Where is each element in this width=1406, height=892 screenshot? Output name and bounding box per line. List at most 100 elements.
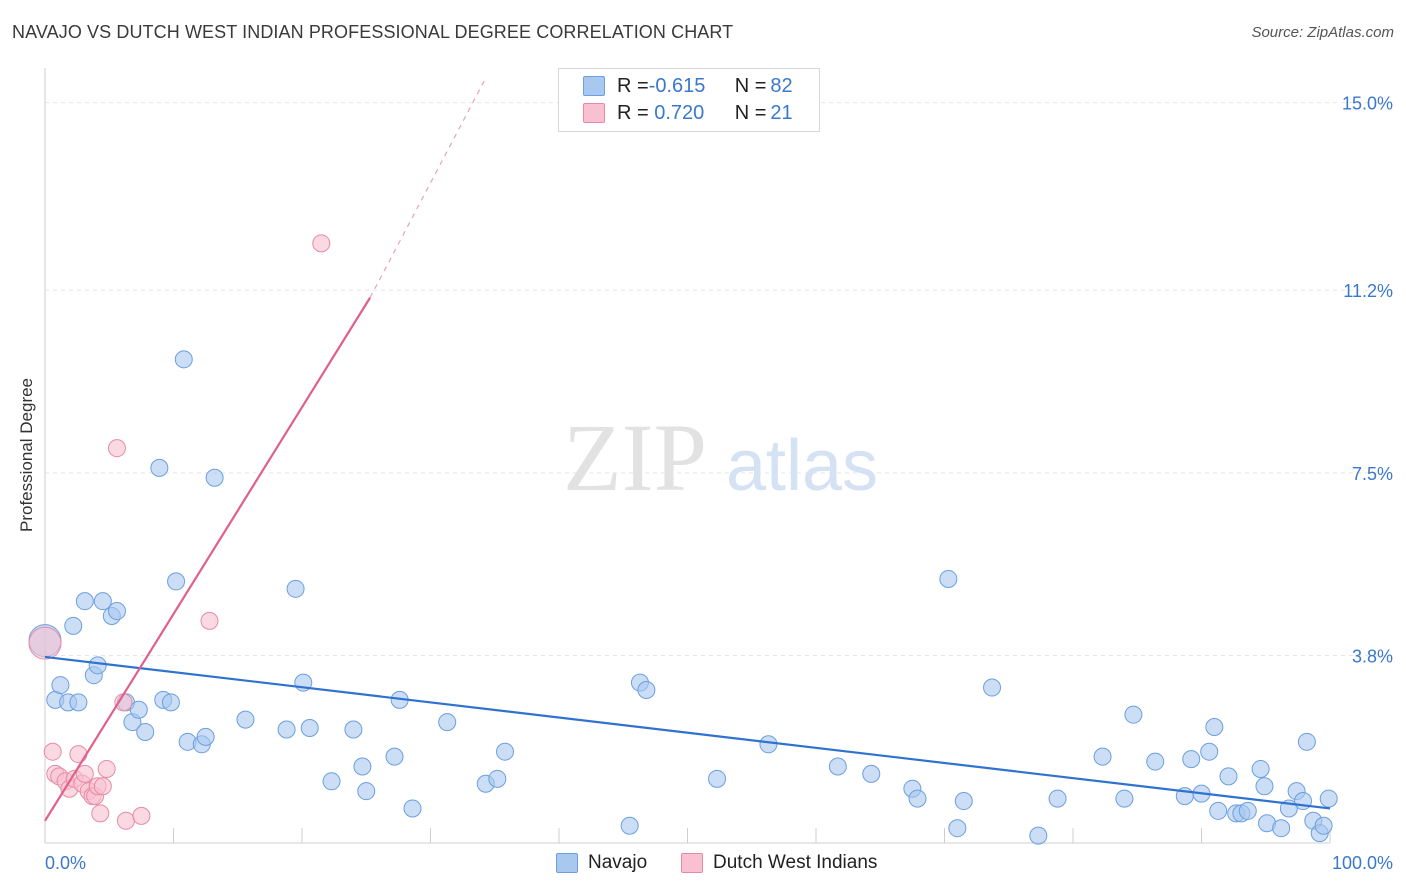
legend-n-value: 82 xyxy=(770,74,793,97)
y-tick-label: 3.8% xyxy=(1352,646,1393,666)
legend: R = -0.615 N = 82 R = 0.720 N = 21 xyxy=(558,68,820,132)
navajo-point xyxy=(107,602,126,621)
navajo-point xyxy=(129,700,148,719)
y-tick-label: 11.2% xyxy=(1343,281,1393,301)
navajo-point xyxy=(1319,789,1338,808)
navajo-point xyxy=(1182,750,1201,769)
source-label: Source: ZipAtlas.com xyxy=(1251,24,1394,41)
navajo-point xyxy=(1219,767,1238,786)
navajo-point xyxy=(167,572,186,591)
navajo-point xyxy=(174,350,193,369)
dutch-west-indians-point xyxy=(200,611,219,630)
bottom-legend-swatch-dutch-west-indians xyxy=(681,853,703,873)
navajo-point xyxy=(357,782,376,801)
navajo-point xyxy=(1209,801,1228,820)
navajo-point xyxy=(828,757,847,776)
dutch-west-indians-point xyxy=(28,626,62,660)
navajo-point xyxy=(51,676,70,695)
navajo-point xyxy=(954,792,973,811)
navajo-point xyxy=(1205,718,1224,737)
dutch-west-indians-point xyxy=(132,806,151,825)
navajo-point xyxy=(277,720,296,739)
watermark: ZIP atlas xyxy=(563,404,878,511)
navajo-point xyxy=(344,720,363,739)
dutch-west-indians-trend-extension xyxy=(369,77,487,298)
navajo-point xyxy=(93,592,112,611)
axes xyxy=(44,68,1331,844)
legend-row-navajo: R = -0.615 N = 82 xyxy=(583,73,793,99)
x-tick-label: 100.0% xyxy=(1332,853,1393,873)
navajo-point xyxy=(1272,819,1291,838)
legend-row-dutch-west-indians: R = 0.720 N = 21 xyxy=(583,100,793,126)
bottom-legend: Navajo Dutch West Indians xyxy=(0,852,1406,876)
navajo-point xyxy=(983,678,1002,697)
navajo-point xyxy=(403,799,422,818)
navajo-point xyxy=(1029,826,1048,845)
navajo-point xyxy=(1048,789,1067,808)
dutch-west-indians-trend-line xyxy=(44,297,372,822)
dutch-west-indians-point xyxy=(69,745,88,764)
legend-r-value: 0.720 xyxy=(648,101,705,124)
legend-r-value: -0.615 xyxy=(648,74,706,97)
navajo-point xyxy=(1255,777,1274,796)
legend-swatch-navajo xyxy=(583,76,605,96)
legend-r-label: R = xyxy=(617,74,649,97)
navajo-point xyxy=(1251,759,1270,778)
y-tick-label: 7.5% xyxy=(1352,464,1393,484)
dutch-west-indians-point xyxy=(43,742,62,761)
navajo-point xyxy=(908,789,927,808)
navajo-point xyxy=(948,819,967,838)
legend-n-value: 21 xyxy=(770,101,793,124)
dutch-west-indians-point xyxy=(107,439,126,458)
navajo-point xyxy=(64,616,83,635)
trend-lines xyxy=(44,77,1331,822)
navajo-point xyxy=(620,816,639,835)
y-tick-label: 15.0% xyxy=(1342,94,1393,114)
navajo-point xyxy=(353,757,372,776)
navajo-point xyxy=(1238,801,1257,820)
navajo-point xyxy=(196,727,215,746)
navajo-point xyxy=(75,592,94,611)
bottom-legend-label-navajo: Navajo xyxy=(588,852,648,873)
navajo-point xyxy=(286,579,305,598)
dutch-west-indians-point xyxy=(116,811,135,830)
legend-swatch-dutch-west-indians xyxy=(583,103,605,123)
navajo-point xyxy=(1314,816,1333,835)
navajo-point xyxy=(637,681,656,699)
navajo-point xyxy=(300,719,319,738)
dutch-west-indians-point xyxy=(93,777,112,796)
navajo-trend-line xyxy=(44,655,1331,810)
navajo-point xyxy=(88,656,107,675)
legend-r-label: R = xyxy=(617,101,649,124)
navajo-point xyxy=(488,769,507,788)
navajo-point xyxy=(1093,747,1112,766)
navajo-point xyxy=(69,693,88,712)
navajo-point xyxy=(150,458,169,477)
navajo-point xyxy=(1297,732,1316,751)
navajo-point xyxy=(939,569,958,588)
navajo-point xyxy=(1124,705,1143,724)
bottom-legend-navajo: Navajo xyxy=(556,852,647,874)
dutch-west-indians-point xyxy=(91,804,110,823)
navajo-point xyxy=(1200,742,1219,761)
x-tick-label: 0.0% xyxy=(45,853,86,873)
legend-n-label: N = xyxy=(734,74,767,97)
watermark-zip: ZIP xyxy=(563,404,707,511)
dutch-west-indians-point xyxy=(75,764,94,783)
navajo-point xyxy=(385,747,404,766)
navajo-point xyxy=(161,693,180,712)
data-points xyxy=(28,234,1338,845)
navajo-point xyxy=(1115,789,1134,808)
navajo-point xyxy=(136,722,155,741)
watermark-atlas: atlas xyxy=(726,426,878,506)
legend-n-label: N = xyxy=(734,101,767,124)
navajo-point xyxy=(708,769,727,788)
bottom-legend-dutch-west-indians: Dutch West Indians xyxy=(681,852,877,874)
navajo-point xyxy=(496,742,515,761)
navajo-point xyxy=(1146,752,1165,771)
navajo-point xyxy=(205,468,224,487)
grid-lines xyxy=(45,102,1392,656)
navajo-point xyxy=(438,713,457,732)
navajo-point xyxy=(759,735,778,754)
